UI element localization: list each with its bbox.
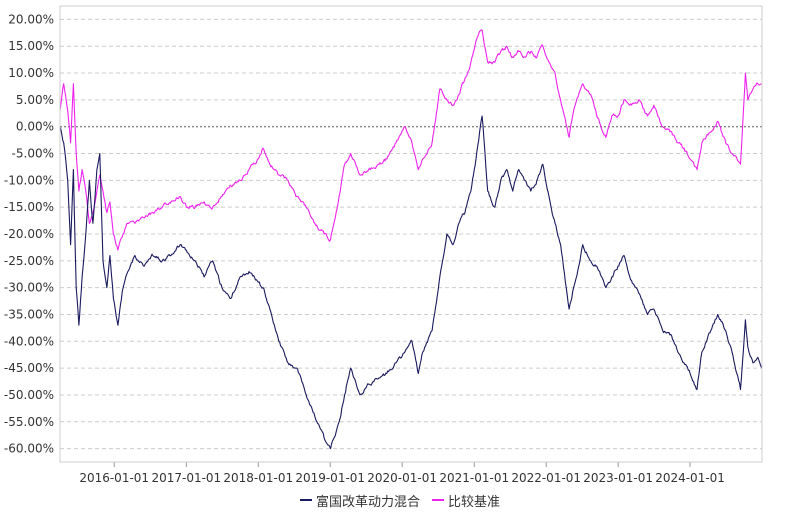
legend-swatch-fund [299,499,312,501]
y-tick-label: -15.00% [4,200,54,214]
x-tick-label: 2016-01-01 [79,471,149,485]
legend-swatch-benchmark [432,499,444,501]
y-tick-label: -5.00% [12,147,54,161]
series-line-benchmark [59,29,763,251]
series-lines [59,29,763,450]
legend: 富国改革动力混合 比较基准 [0,490,800,510]
y-tick-label: -20.00% [4,227,54,241]
x-tick-label: 2020-01-01 [367,471,437,485]
y-tick-label: -40.00% [4,334,54,348]
y-tick-label: -50.00% [4,388,54,402]
x-tick-label: 2024-01-01 [655,471,725,485]
y-axis-tick-labels: 20.00% 15.00% 10.00% 5.00% 0.00% -5.00% -10.00… [4,12,54,455]
plot-frame [59,5,763,463]
y-tick-label: 15.00% [8,39,54,53]
y-tick-label: -35.00% [4,307,54,321]
x-tick-label: 2018-01-01 [223,471,293,485]
y-tick-label: -60.00% [4,442,54,456]
x-tick-label: 2022-01-01 [511,471,581,485]
y-tick-label: -45.00% [4,361,54,375]
x-tick-label: 2021-01-01 [439,471,509,485]
x-tick-label: 2023-01-01 [583,471,653,485]
x-axis-tick-labels: 2016-01-01 2017-01-01 2018-01-01 2019-01-01… [79,462,725,485]
y-tick-label: -10.00% [4,173,54,187]
y-tick-label: 10.00% [8,66,54,80]
y-tick-label: 0.00% [16,120,54,134]
grid-lines [60,18,762,450]
legend-label-benchmark: 比较基准 [448,494,501,510]
line-chart: 20.00% 15.00% 10.00% 5.00% 0.00% -5.00% -10.00… [4,5,763,485]
y-tick-label: -55.00% [4,415,54,429]
legend-label-fund: 富国改革动力混合 [315,494,420,510]
y-tick-label: -30.00% [4,281,54,295]
series-line-fund [59,115,763,450]
legend-item-fund[interactable]: 富国改革动力混合 [299,491,420,510]
x-tick-label: 2019-01-01 [295,471,365,485]
y-tick-label: -25.00% [4,254,54,268]
y-tick-label: 20.00% [8,12,54,26]
legend-item-benchmark[interactable]: 比较基准 [432,491,500,510]
y-tick-label: 5.00% [16,93,54,107]
x-tick-label: 2017-01-01 [151,471,221,485]
